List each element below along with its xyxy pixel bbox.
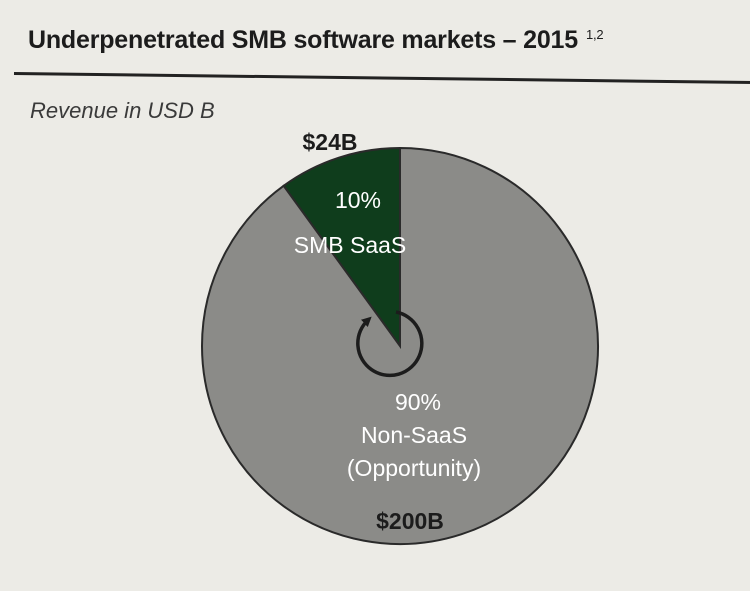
chart-title-text: Underpenetrated SMB software markets – 2… (28, 26, 578, 54)
chart-subtitle: Revenue in USD B (30, 98, 215, 123)
non-saas-sublabel: (Opportunity) (347, 455, 481, 481)
title-footnotes: 1,2 (585, 26, 604, 42)
non-saas-percent-label: 90% (395, 389, 441, 415)
non-saas-label: Non-SaaS (361, 422, 467, 448)
cycle-arrow-icon (356, 310, 424, 378)
smb-saas-label: SMB SaaS (294, 232, 407, 258)
smb-saas-slice (282, 146, 401, 350)
chart-title: Underpenetrated SMB software markets – 2… (28, 26, 604, 55)
pie-slices (201, 146, 599, 545)
smb-saas-percent-label: 10% (335, 187, 381, 213)
smb-saas-value-label: $24B (303, 129, 358, 155)
non-saas-value-label: $200B (376, 508, 444, 534)
non-saas-slice (201, 146, 599, 545)
